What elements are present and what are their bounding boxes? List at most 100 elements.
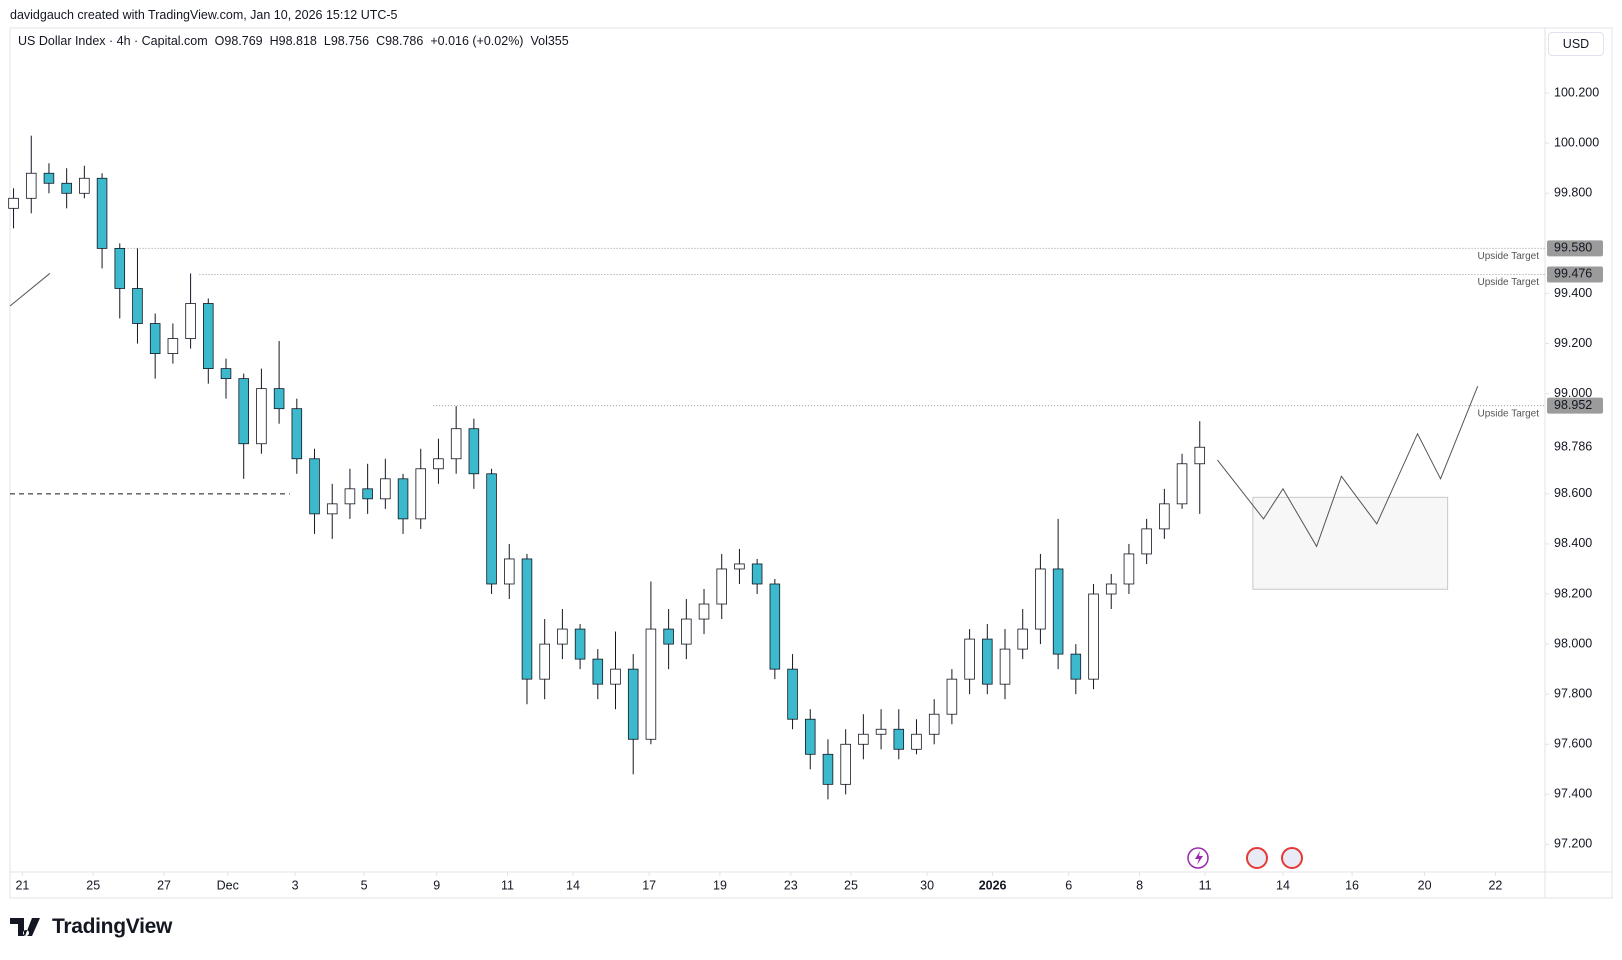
y-tick-label: 97.200 [1554, 837, 1592, 851]
x-tick-label: 14 [1276, 878, 1290, 892]
x-tick-label: 9 [433, 878, 440, 892]
x-tick-label: 22 [1488, 878, 1502, 892]
candle-body [132, 288, 143, 324]
candle-body [326, 503, 338, 515]
price-tag-label: 99.476 [1554, 267, 1592, 281]
candle-body [1052, 568, 1064, 655]
candle-body [25, 172, 37, 199]
candle-body [1159, 503, 1170, 530]
candle-body [362, 488, 373, 500]
candle-body [415, 468, 427, 520]
event-icon-glyph [1195, 851, 1203, 865]
candle-body [574, 628, 586, 660]
candle-body [539, 643, 550, 680]
candle-body [521, 558, 533, 680]
candle-body [858, 733, 869, 745]
candle-body [592, 658, 604, 685]
legend-item: L98.756 [323, 34, 370, 48]
x-tick-label: Dec [217, 878, 239, 892]
candle-body [663, 628, 674, 645]
candle-body [1088, 593, 1099, 680]
candle-body [1194, 446, 1206, 465]
x-tick-label: 23 [784, 878, 798, 892]
logo-mark [10, 918, 40, 936]
x-tick-label: 11 [1199, 878, 1212, 892]
candle-body [114, 247, 126, 289]
x-tick-label: 27 [157, 878, 171, 892]
candle-body [946, 678, 958, 715]
x-tick-label: 14 [566, 878, 580, 892]
candle-body [380, 478, 391, 500]
candle-body [911, 733, 922, 750]
candle-body [1105, 583, 1117, 595]
y-tick-label: 99.800 [1554, 186, 1592, 200]
candle-body [734, 563, 745, 570]
last-price-label: 98.786 [1554, 440, 1592, 454]
ohlc-legend: O98.769 H98.818 L98.756 C98.786 +0.016 (+0.0… [215, 34, 569, 48]
currency-button[interactable]: USD [1548, 32, 1604, 56]
candle-body [769, 583, 781, 670]
candles [8, 135, 1206, 800]
x-tick-label: 17 [642, 878, 656, 892]
candle-body [999, 648, 1011, 685]
x-tick-label: 5 [361, 878, 368, 892]
legend-item: C98.786 [376, 34, 424, 48]
candle-body [928, 713, 940, 735]
event-icon[interactable] [1246, 847, 1268, 869]
x-tick-label: 25 [844, 878, 858, 892]
x-tick-label: 3 [292, 878, 299, 892]
candle-body [256, 388, 267, 445]
target-note: Upside Target [1477, 408, 1539, 419]
candle-body [203, 303, 214, 370]
candle-body [1070, 653, 1082, 680]
symbol-title: US Dollar Index · 4h · Capital.com [18, 34, 208, 48]
event-icon[interactable] [1281, 847, 1303, 869]
candle-body [787, 668, 798, 720]
logo[interactable]: TradingView [10, 915, 172, 939]
candle-body [1176, 463, 1188, 505]
candle-body [220, 368, 232, 380]
legend-item: +0.016 (+0.02%) [430, 34, 524, 48]
candle-body [822, 753, 834, 785]
target-note: Upside Target [1477, 277, 1539, 288]
price-tag [1547, 397, 1603, 414]
candle-body [1035, 568, 1046, 630]
candle-body [433, 458, 444, 470]
candle-body [397, 478, 409, 520]
price-tag [1547, 266, 1603, 283]
candle-body [79, 177, 90, 194]
price-tag-label: 98.952 [1554, 398, 1592, 412]
candle-body [468, 428, 480, 475]
candle-body [875, 728, 887, 735]
candle-body [627, 668, 639, 740]
candle-body [751, 563, 763, 585]
candle-body [61, 182, 72, 194]
price-tag-label: 99.580 [1554, 241, 1592, 255]
legend-item: Vol355 [530, 34, 569, 48]
x-tick-label: 25 [86, 878, 100, 892]
candle-body [309, 458, 320, 515]
candle-body [273, 388, 285, 410]
x-tick-label: 16 [1345, 878, 1359, 892]
x-tick-label: 30 [920, 878, 934, 892]
event-icons[interactable] [1187, 847, 1303, 869]
attribution: davidgauch created with TradingView.com,… [10, 8, 398, 22]
y-tick-label: 100.200 [1554, 85, 1599, 99]
candle-body [8, 197, 19, 209]
candle-body [43, 172, 55, 184]
candle-body [185, 303, 196, 339]
candle-body [840, 743, 851, 785]
legend-item: H98.818 [269, 34, 317, 48]
candle-body [893, 728, 905, 750]
x-tick-label: 21 [15, 878, 29, 892]
x-tick-label: 20 [1418, 878, 1432, 892]
candle-body [681, 618, 692, 645]
target-note: Upside Target [1477, 251, 1539, 262]
x-tick-label: 8 [1136, 878, 1143, 892]
candle-body [982, 638, 993, 685]
y-tick-label: 98.400 [1554, 536, 1592, 550]
y-tick-label: 100.000 [1554, 136, 1599, 150]
legend: US Dollar Index · 4h · Capital.com O98.7… [18, 34, 569, 48]
chart-frame [9, 27, 1613, 899]
x-tick-label: 6 [1065, 878, 1072, 892]
